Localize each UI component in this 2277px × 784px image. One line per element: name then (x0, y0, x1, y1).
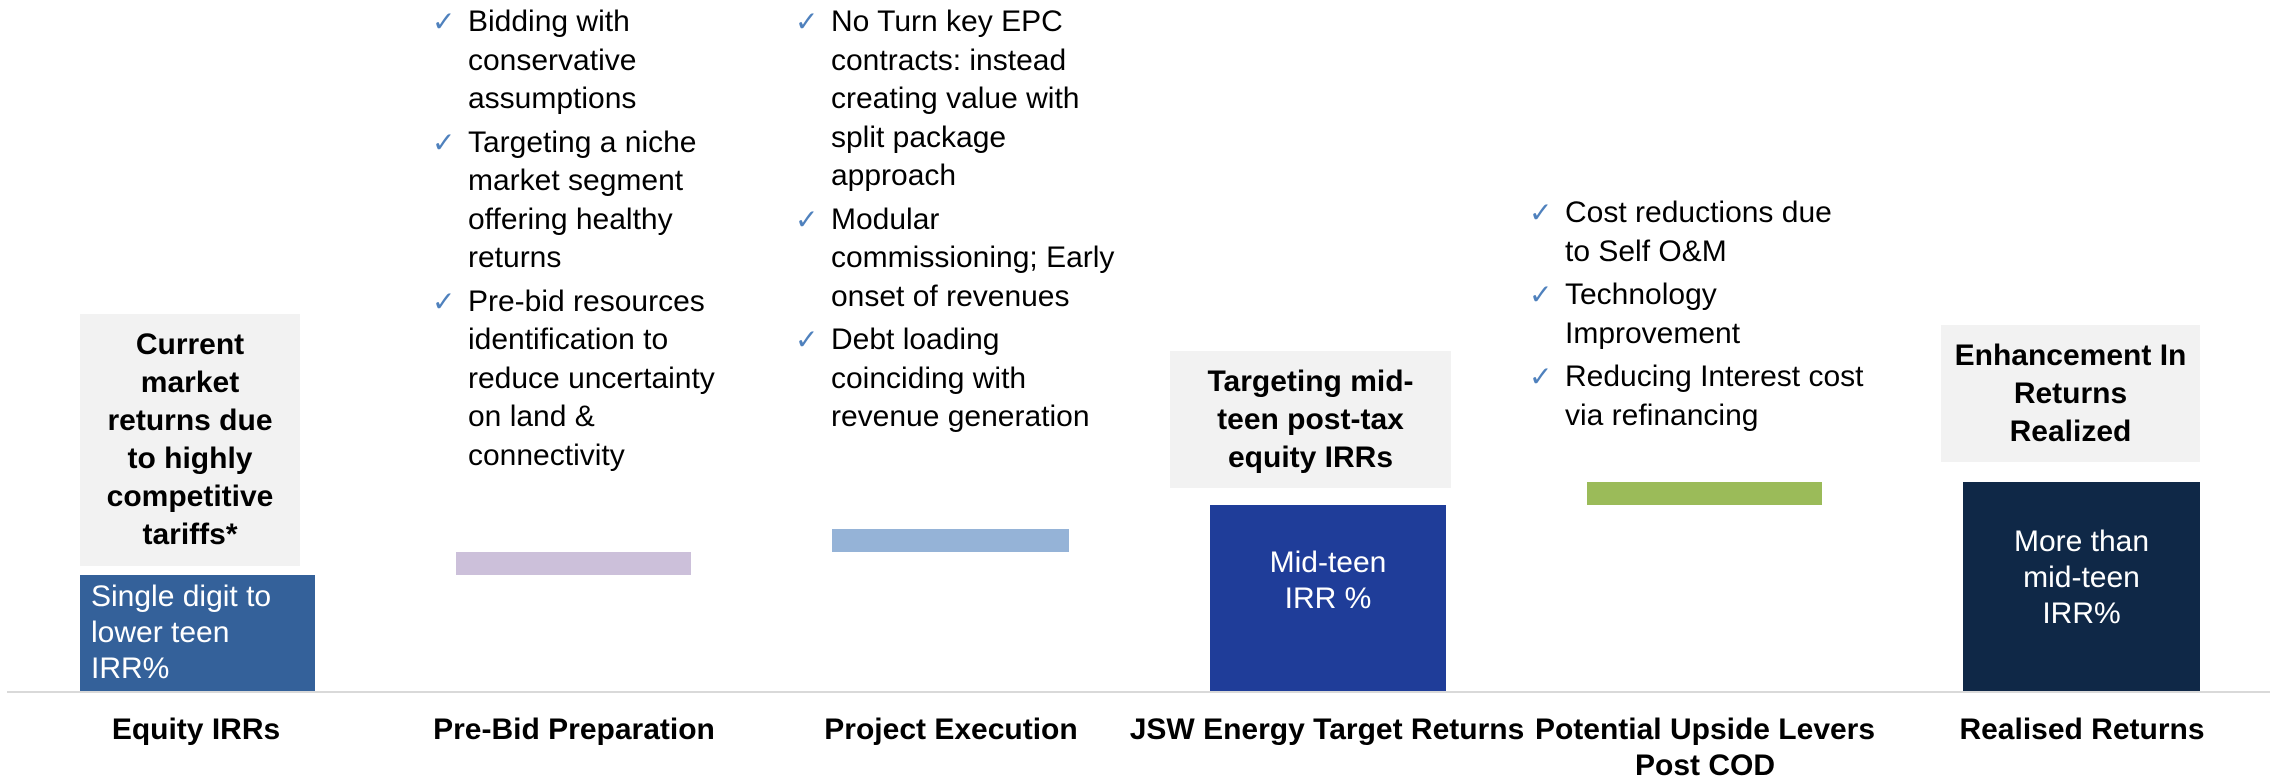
baseline (7, 691, 2270, 693)
bar: More than mid-teen IRR% (1963, 482, 2200, 691)
bullet-text: Cost reductions due to Self O&M (1565, 196, 1832, 268)
column-label: Realised Returns (1959, 713, 2205, 746)
check-icon: ✓ (1529, 197, 1553, 228)
callout: Targeting mid-teen post-tax equity IRRs (1170, 351, 1451, 488)
bullet: ✓ Reducing Interest cost via refinancing (1529, 358, 1864, 435)
bullet: ✓ Modular commissioning; Early onset of r… (795, 201, 1117, 317)
bullet-text: Modular commissioning; Early onset of re… (831, 202, 1115, 313)
bar: Single digit to lower teen IRR% (80, 575, 315, 691)
bullet-text: Pre-bid resources identification to redu… (468, 284, 715, 472)
check-icon: ✓ (432, 6, 456, 37)
bullet-list: ✓ Bidding with conservative assumptions ✓ T… (432, 3, 732, 480)
bullet: ✓ Technology Improvement (1529, 276, 1864, 353)
callout: Enhancement In Returns Realized (1941, 325, 2200, 462)
bullet: ✓ Bidding with conservative assumptions (432, 3, 732, 119)
check-icon: ✓ (795, 6, 819, 37)
check-icon: ✓ (795, 324, 819, 355)
bullet: ✓ No Turn key EPC contracts: instead crea… (795, 3, 1117, 196)
callout: Current market returns due to highly com… (80, 314, 300, 566)
bar: Mid-teen IRR % (1210, 505, 1446, 691)
bar (832, 529, 1069, 552)
check-icon: ✓ (432, 285, 456, 317)
bar (1587, 482, 1822, 505)
check-icon: ✓ (432, 126, 456, 158)
bullet-list: ✓ Cost reductions due to Self O&M ✓ Technol… (1529, 194, 1864, 440)
bullet-text: Technology Improvement (1565, 278, 1741, 350)
column-label: JSW Energy Target Returns (1129, 713, 1525, 746)
bullet: ✓ Cost reductions due to Self O&M (1529, 194, 1864, 271)
column-label: Pre-Bid Preparation (433, 713, 715, 746)
check-icon: ✓ (1529, 361, 1553, 392)
check-icon: ✓ (1529, 279, 1553, 310)
bullet-list: ✓ No Turn key EPC contracts: instead crea… (795, 3, 1117, 442)
bullet-text: Targeting a niche market segment offerin… (468, 125, 697, 275)
column-label: Equity IRRs (111, 713, 281, 746)
bullet-text: No Turn key EPC contracts: instead creat… (831, 5, 1080, 192)
bullet: ✓ Targeting a niche market segment offeri… (432, 124, 732, 278)
bullet: ✓ Pre-bid resources identification to red… (432, 283, 732, 476)
column-label: Potential Upside Levers Post COD (1534, 713, 1876, 782)
check-icon: ✓ (795, 203, 819, 235)
column-label: Project Execution (824, 713, 1078, 746)
bar (456, 552, 691, 575)
bullet-text: Reducing Interest cost via refinancing (1565, 360, 1864, 432)
bullet-text: Bidding with conservative assumptions (468, 5, 637, 115)
bullet: ✓ Debt loading coinciding with revenue ge… (795, 321, 1117, 437)
bullet-text: Debt loading coinciding with revenue gen… (831, 323, 1090, 433)
